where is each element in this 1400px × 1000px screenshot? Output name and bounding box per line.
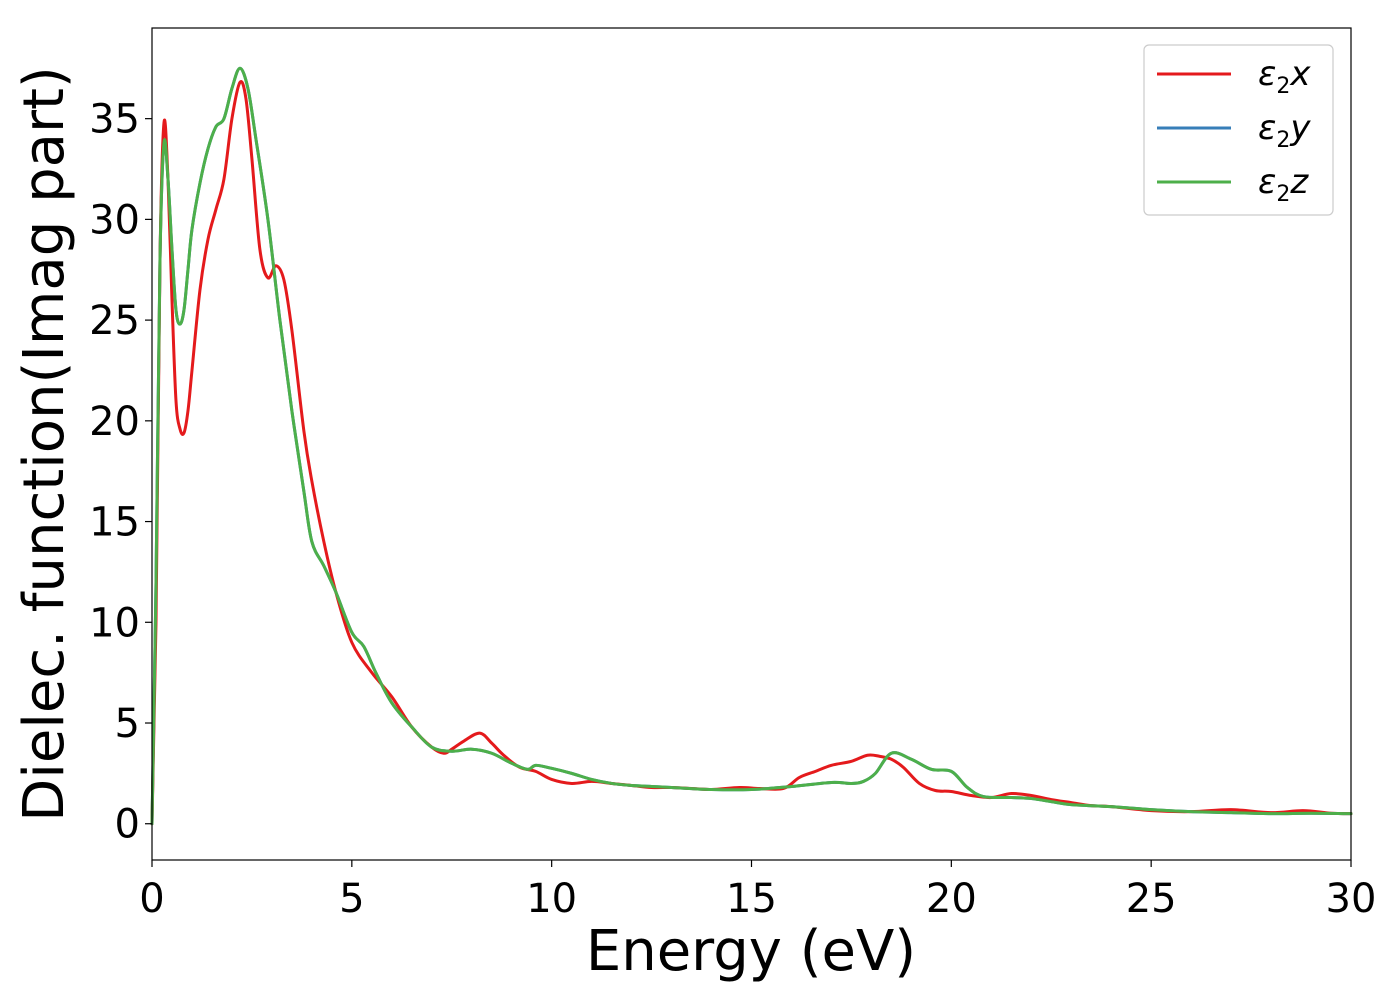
y-tick-label: 25 [89, 298, 140, 344]
y-axis-title: Dielec. function(Imag part) [12, 66, 77, 822]
x-tick-label: 5 [339, 876, 364, 922]
x-tick-label: 10 [526, 876, 577, 922]
series-layer [150, 66, 1353, 826]
y-tick-label: 30 [89, 197, 140, 243]
legend-label-z: ε2z [1258, 162, 1309, 207]
x-tick-label: 20 [926, 876, 977, 922]
y-tick-label: 10 [89, 600, 140, 646]
y-tick-label: 15 [89, 500, 140, 546]
y-tick-label: 0 [115, 802, 140, 848]
legend: ε2x ε2y ε2z [1143, 44, 1334, 216]
legend-box [1143, 44, 1334, 216]
legend-label-y: ε2y [1258, 108, 1311, 153]
legend-label-x: ε2x [1258, 54, 1311, 99]
x-axis-title: Energy (eV) [586, 919, 916, 984]
y-tick-label: 35 [89, 97, 140, 143]
series-line-z [150, 66, 1353, 826]
series-line-x [150, 80, 1353, 826]
x-tick-label: 30 [1326, 876, 1377, 922]
y-tick-label: 5 [115, 701, 140, 747]
x-tick-label: 25 [1126, 876, 1177, 922]
y-tick-label: 20 [89, 399, 140, 445]
x-tick-label: 15 [726, 876, 777, 922]
x-tick-label: 0 [139, 876, 164, 922]
x-axis-ticks: 0 5 10 15 20 25 30 [139, 860, 1376, 922]
y-axis-ticks: 0 5 10 15 20 25 30 35 [89, 97, 152, 848]
